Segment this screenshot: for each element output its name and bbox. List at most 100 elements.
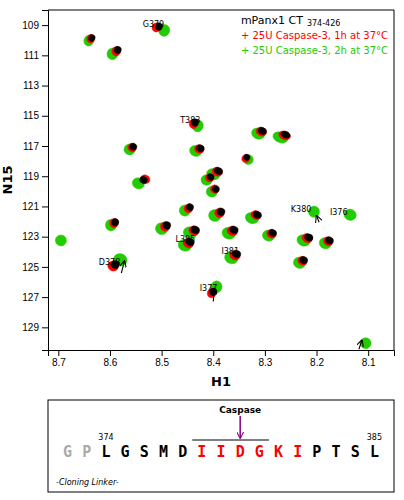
y-tick: 129 (22, 322, 48, 333)
peak-label: I381 (221, 247, 239, 256)
y-tick: 121 (22, 201, 48, 212)
y-tick-label: 117 (23, 141, 39, 152)
y-tick-label: 119 (23, 171, 39, 182)
residue: I (197, 443, 206, 461)
x-tick-label: 8.4 (207, 357, 221, 368)
peak (255, 126, 268, 138)
y-tick-label: 127 (22, 292, 39, 303)
inset-box (48, 400, 394, 492)
x-tick-label: 8.3 (258, 357, 272, 368)
x-axis: 8.78.68.58.48.38.28.1 (49, 350, 395, 368)
peak (183, 203, 194, 214)
x-tick-mark (58, 350, 59, 356)
shift-arrow (121, 261, 124, 273)
y-tick-label: 113 (23, 80, 39, 91)
residue: G (255, 443, 264, 461)
peak (257, 126, 267, 135)
x-tick-label: 8.6 (104, 357, 118, 368)
y-axis: 109111113115117119121123125127129 (22, 11, 48, 351)
y-tick-label: 111 (24, 50, 40, 61)
peak (296, 255, 308, 267)
x-tick-label: 8.2 (310, 357, 324, 368)
peak (111, 218, 120, 227)
peak-label: T383 (179, 116, 200, 125)
peak (209, 184, 220, 195)
residue: D (236, 443, 245, 461)
marks (54, 21, 373, 350)
shift-arrow (317, 216, 320, 222)
peak (129, 142, 138, 151)
residue: G (121, 443, 130, 461)
y-tick: 113 (23, 80, 48, 91)
shift-arrow (359, 340, 362, 349)
peak (252, 210, 262, 219)
y-tick-mark (42, 146, 48, 147)
y-tick: 127 (22, 292, 48, 303)
residue: P (82, 443, 91, 461)
y-axis-line (42, 11, 49, 351)
residue: P (312, 443, 321, 461)
peak (268, 228, 278, 237)
residue: S (351, 443, 360, 461)
y-tick: 125 (22, 262, 48, 273)
legend-entry: + 25U Caspase-3, 2h at 37°C (241, 45, 388, 56)
frame-right (394, 10, 395, 350)
peak (280, 130, 291, 139)
peak-label: L385 (175, 235, 195, 244)
x-tick: 8.4 (207, 350, 221, 368)
peak (159, 220, 171, 232)
x-tick-mark (368, 350, 369, 356)
cleavage-arrow (239, 416, 241, 438)
y-tick-mark (42, 86, 48, 87)
y-tick-mark (42, 237, 48, 238)
y-tick: 111 (24, 50, 48, 61)
residue: G (63, 443, 72, 461)
residue-number: 385 (367, 433, 382, 442)
peak (108, 217, 119, 229)
peak (266, 228, 278, 239)
x-tick-mark (317, 350, 318, 356)
peak (216, 207, 226, 217)
peak (54, 233, 68, 247)
residue: D (178, 443, 187, 461)
series (86, 21, 335, 299)
x-tick-mark (162, 350, 163, 356)
peak (322, 235, 334, 247)
legend-entry-detail: 374-426 (307, 19, 340, 28)
peak (82, 34, 95, 48)
peak (204, 172, 215, 183)
y-tick-label: 121 (22, 201, 39, 212)
site-line (192, 440, 269, 441)
peak (193, 143, 205, 154)
y-tick-mark (42, 25, 48, 26)
peak (301, 232, 314, 244)
y-tick: 109 (22, 20, 48, 31)
peak (196, 144, 206, 153)
peak (206, 173, 215, 182)
peak (325, 236, 335, 245)
arrows (121, 216, 362, 349)
peak (243, 153, 251, 161)
y-tick-mark (42, 297, 48, 298)
residue-number: 374 (98, 433, 113, 442)
peak (110, 45, 121, 57)
peak (162, 221, 172, 231)
peak-label: D378 (99, 258, 120, 267)
peak-label: K380 (291, 205, 312, 214)
peak (229, 225, 240, 235)
residue: L (370, 443, 379, 461)
x-tick: 8.3 (258, 350, 272, 368)
series (54, 23, 373, 350)
x-axis-line (49, 351, 395, 357)
peak-label: I376 (330, 208, 348, 217)
peak (186, 203, 195, 212)
y-tick-mark (42, 206, 48, 207)
legend-entry: mPanx1 CT (241, 14, 303, 27)
x-tick: 8.5 (155, 350, 169, 368)
y-tick-mark (42, 116, 48, 117)
peak (211, 185, 220, 194)
peak (277, 129, 291, 141)
peak (226, 225, 239, 237)
y-axis-title: N15 (0, 166, 15, 195)
residue: I (293, 443, 302, 461)
